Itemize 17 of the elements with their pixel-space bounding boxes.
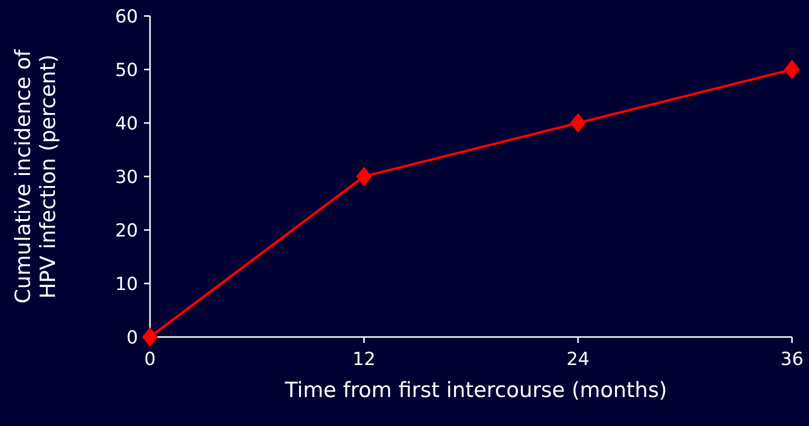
x-tick-label: 0 (144, 349, 156, 370)
y-tick-label: 30 (115, 166, 138, 188)
y-tick-label: 10 (115, 274, 138, 295)
y-tick-label: 50 (115, 60, 138, 81)
point (570, 113, 586, 133)
y-tick-label: 20 (115, 220, 138, 242)
point (784, 60, 800, 80)
y-axis-title: Cumulative incidence of HPV infection (percent) (11, 48, 60, 304)
x-tick-label: 12 (352, 349, 376, 370)
y-tick-label: 40 (115, 113, 138, 134)
x-tick-label: 24 (566, 349, 590, 370)
y-tick-label: 60 (115, 6, 138, 28)
point (356, 166, 372, 186)
x-tick-label: 36 (780, 349, 804, 370)
y-tick-label: 0 (126, 327, 138, 348)
point (142, 327, 158, 347)
x-axis-title: Time from first intercourse (months) (284, 378, 668, 402)
